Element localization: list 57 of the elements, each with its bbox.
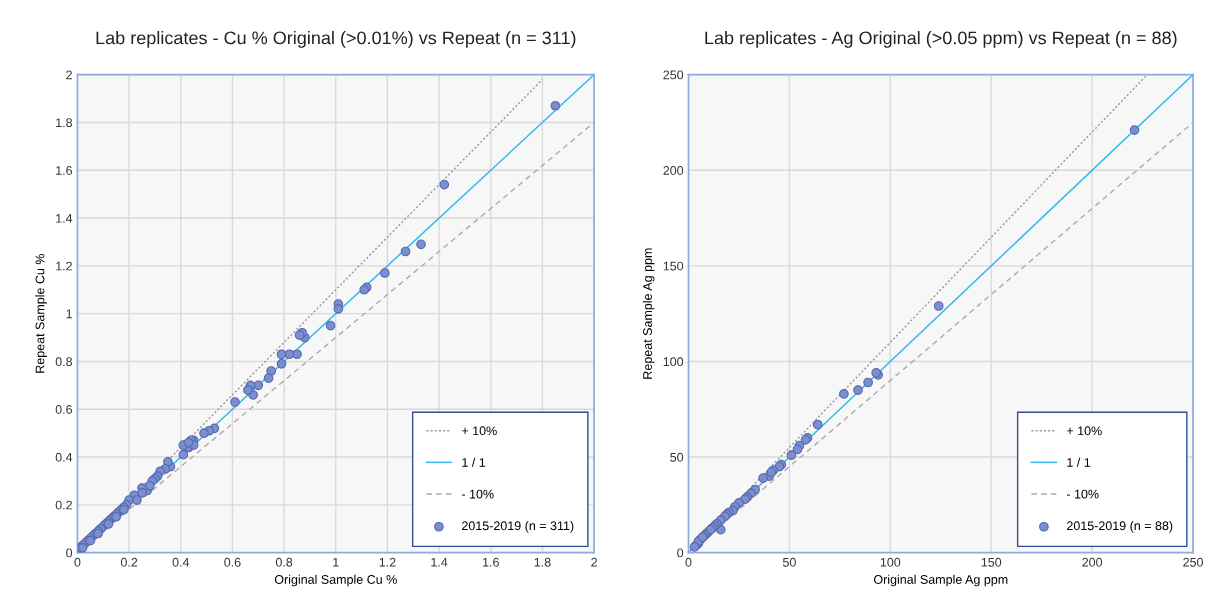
- legend-label: 1 / 1: [1067, 457, 1091, 467]
- y-tick-label: 250: [663, 70, 684, 80]
- y-axis-title: Repeat Sample Ag ppm: [642, 248, 655, 379]
- point: [933, 301, 944, 311]
- legend-label: - 10%: [461, 489, 494, 499]
- x-tick-label: 200: [1082, 557, 1103, 567]
- x-tick-label: 100: [880, 557, 901, 567]
- x-tick-label: 0: [685, 557, 692, 567]
- y-tick-label: 1.6: [56, 166, 73, 175]
- y-tick-label: 150: [663, 261, 684, 271]
- x-axis-title: Original Sample Ag ppm: [873, 574, 1008, 587]
- y-tick-label: 1.8: [56, 118, 73, 128]
- x-tick-label: 1.8: [534, 557, 551, 567]
- x-tick-label: 1.2: [379, 557, 396, 567]
- y-tick-label: 1.4: [56, 213, 73, 223]
- y-tick-label: 0: [677, 548, 684, 558]
- point: [786, 450, 797, 460]
- legend-label: 2015-2019 (n = 88): [1067, 520, 1173, 533]
- x-tick-label: 2: [591, 557, 597, 567]
- x-tick-label: 250: [1183, 557, 1203, 567]
- legend-label: 1 / 1: [462, 457, 486, 467]
- y-axis-title: Repeat Sample Cu %: [35, 253, 47, 373]
- y-tick-label: 100: [663, 357, 684, 367]
- x-tick-label: 0.8: [275, 557, 293, 567]
- chart-title: Lab replicates - Ag Original (>0.05 ppm) vs Repeat (n = 88): [705, 31, 1177, 48]
- y-tick-label: 1: [66, 309, 72, 319]
- y-tick-label: 2: [66, 70, 72, 80]
- x-tick-label: 0.4: [172, 557, 190, 567]
- x-tick-label: 150: [981, 557, 1002, 567]
- y-tick-label: 0.4: [55, 452, 73, 462]
- legend-label: + 10%: [462, 426, 497, 436]
- y-tick-label: 200: [663, 166, 684, 175]
- legend-label: - 10%: [1066, 489, 1099, 499]
- x-tick-label: 1: [333, 557, 339, 567]
- x-tick-label: 0: [74, 557, 81, 567]
- legend-label: 2015-2019 (n = 311): [462, 520, 574, 533]
- y-tick-label: 0: [66, 548, 73, 558]
- point: [863, 377, 873, 388]
- y-tick-label: 0.6: [55, 405, 73, 414]
- x-axis-title: Original Sample Cu %: [274, 574, 397, 587]
- x-tick-label: 1.6: [483, 557, 499, 567]
- y-tick-label: 0.8: [55, 357, 73, 367]
- point: [853, 385, 863, 395]
- x-tick-label: 0.6: [224, 557, 241, 567]
- y-tick-label: 1.2: [56, 261, 72, 271]
- y-tick-label: 50: [670, 452, 684, 462]
- y-tick-label: 0.2: [55, 500, 72, 510]
- point: [1129, 125, 1140, 135]
- chart-title: Lab replicates - Cu % Original (>0.01%) vs Repeat (n = 311): [96, 31, 576, 48]
- legend-label: + 10%: [1067, 426, 1102, 436]
- point: [792, 444, 803, 455]
- point: [758, 473, 769, 483]
- point: [839, 389, 849, 399]
- x-tick-label: 1.4: [431, 557, 448, 567]
- point: [812, 419, 823, 430]
- x-tick-label: 50: [782, 557, 796, 567]
- x-tick-label: 0.2: [120, 557, 138, 567]
